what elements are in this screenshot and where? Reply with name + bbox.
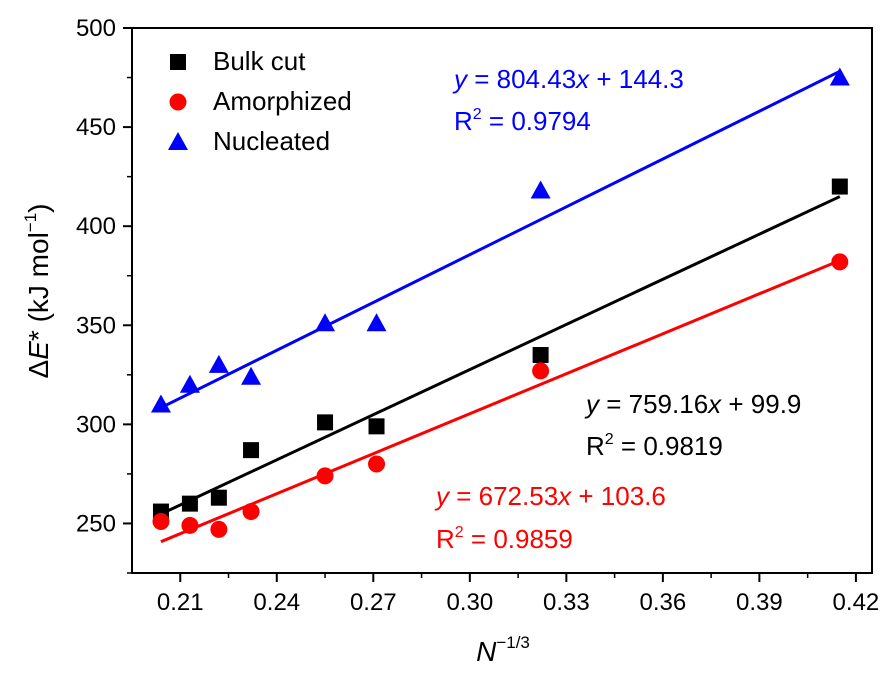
eq-var-y: y <box>452 64 469 94</box>
eq-slope: = 759.16 <box>599 389 708 419</box>
data-point-bulk-cut <box>368 418 385 435</box>
eq-var-x: x <box>706 389 722 419</box>
data-point-nucleated <box>315 313 336 332</box>
y-tick-label: 450 <box>76 114 116 141</box>
y-axis-var: E <box>23 341 54 360</box>
r2-value: = 0.9794 <box>482 106 591 136</box>
r2-sup: 2 <box>455 524 464 541</box>
legend-markers <box>168 54 188 150</box>
y-tick-label: 250 <box>76 510 116 537</box>
eq-var-x: x <box>556 481 572 511</box>
y-axis-delta: Δ <box>23 360 54 379</box>
r2-sup: 2 <box>605 431 614 448</box>
data-point-bulk-cut <box>532 347 549 363</box>
legend-label-nucleated: Nucleated <box>213 126 330 156</box>
data-markers <box>150 67 850 538</box>
r2-nucleated: R2 = 0.9794 <box>454 106 591 136</box>
x-tick-label: 0.36 <box>640 589 687 616</box>
x-tick-label: 0.33 <box>543 589 590 616</box>
r2-label: R <box>586 431 605 461</box>
r2-label: R <box>436 524 455 554</box>
data-point-nucleated <box>829 67 850 86</box>
data-point-amorphized <box>368 455 386 473</box>
legend-marker-nucleated <box>168 132 188 150</box>
x-tick-label: 0.39 <box>736 589 783 616</box>
x-tick-label: 0.42 <box>833 589 880 616</box>
fit-line-bulk-cut <box>160 195 841 516</box>
eq-var-y: y <box>434 481 451 511</box>
y-axis-star: * <box>23 330 54 341</box>
data-point-amorphized <box>152 512 170 530</box>
eq-intercept: + 144.3 <box>589 64 684 94</box>
legend-marker-amorphized <box>169 93 187 111</box>
data-point-nucleated <box>530 180 551 199</box>
eq-slope: = 672.53 <box>449 481 558 511</box>
legend-marker-bulk-cut <box>170 54 186 70</box>
y-axis-unit-close: ) <box>23 203 54 212</box>
x-axis-exponent: −1/3 <box>496 633 530 652</box>
y-axis-unit-exponent: −1 <box>21 213 40 232</box>
data-point-bulk-cut <box>181 495 198 512</box>
r2-amorphized: R2 = 0.9859 <box>436 524 573 554</box>
eq-intercept: + 103.6 <box>571 481 666 511</box>
data-point-bulk-cut <box>243 442 260 459</box>
legend: Bulk cut Amorphized Nucleated <box>168 46 352 156</box>
r2-label: R <box>454 106 473 136</box>
x-axis-title: N−1/3 <box>476 633 530 667</box>
data-point-nucleated <box>208 354 229 373</box>
data-point-bulk-cut <box>317 414 334 431</box>
y-tick-label: 350 <box>76 312 116 339</box>
plot-frame <box>131 27 873 574</box>
data-point-nucleated <box>179 374 200 393</box>
data-point-nucleated <box>150 394 171 413</box>
eq-intercept: + 99.9 <box>721 389 801 419</box>
x-tick-label: 0.24 <box>253 589 300 616</box>
equation-amorphized: y = 672.53x + 103.6 <box>434 481 666 511</box>
x-tick-label: 0.21 <box>157 589 204 616</box>
data-point-amorphized <box>242 503 260 521</box>
r2-sup: 2 <box>473 106 482 123</box>
data-point-amorphized <box>316 467 334 485</box>
legend-label-bulk-cut: Bulk cut <box>213 46 306 76</box>
fit-line-amorphized <box>160 259 841 544</box>
x-tick-label: 0.30 <box>446 589 493 616</box>
y-tick-label: 300 <box>76 411 116 438</box>
data-point-amorphized <box>181 516 199 534</box>
data-point-nucleated <box>241 366 262 385</box>
eq-var-x: x <box>574 64 590 94</box>
data-point-bulk-cut <box>210 489 227 506</box>
x-tick-label: 0.27 <box>350 589 397 616</box>
eq-var-y: y <box>584 389 601 419</box>
r2-value: = 0.9859 <box>464 524 573 554</box>
axes <box>131 27 873 574</box>
y-axis-title: ΔE* (kJ mol−1) <box>21 203 54 378</box>
data-point-amorphized <box>210 520 228 538</box>
x-axis-var: N <box>476 636 497 667</box>
y-tick-label: 500 <box>76 15 116 42</box>
y-axis-unit: (kJ mol <box>23 232 54 330</box>
eq-slope: = 804.43 <box>467 64 576 94</box>
data-point-amorphized <box>532 362 550 380</box>
legend-label-amorphized: Amorphized <box>213 86 352 116</box>
fit-line-nucleated <box>160 69 841 410</box>
r2-value: = 0.9819 <box>614 431 723 461</box>
r2-bulk-cut: R2 = 0.9819 <box>586 431 723 461</box>
equation-nucleated: y = 804.43x + 144.3 <box>452 64 684 94</box>
data-point-bulk-cut <box>831 178 848 195</box>
fit-lines <box>160 69 841 544</box>
y-tick-label: 400 <box>76 213 116 240</box>
ticks: 0.21 0.24 0.27 0.30 0.33 0.36 0.39 0.42 250 300 35… <box>76 15 879 616</box>
equation-bulk-cut: y = 759.16x + 99.9 <box>584 389 801 419</box>
data-point-nucleated <box>366 313 387 332</box>
data-point-amorphized <box>831 253 849 271</box>
